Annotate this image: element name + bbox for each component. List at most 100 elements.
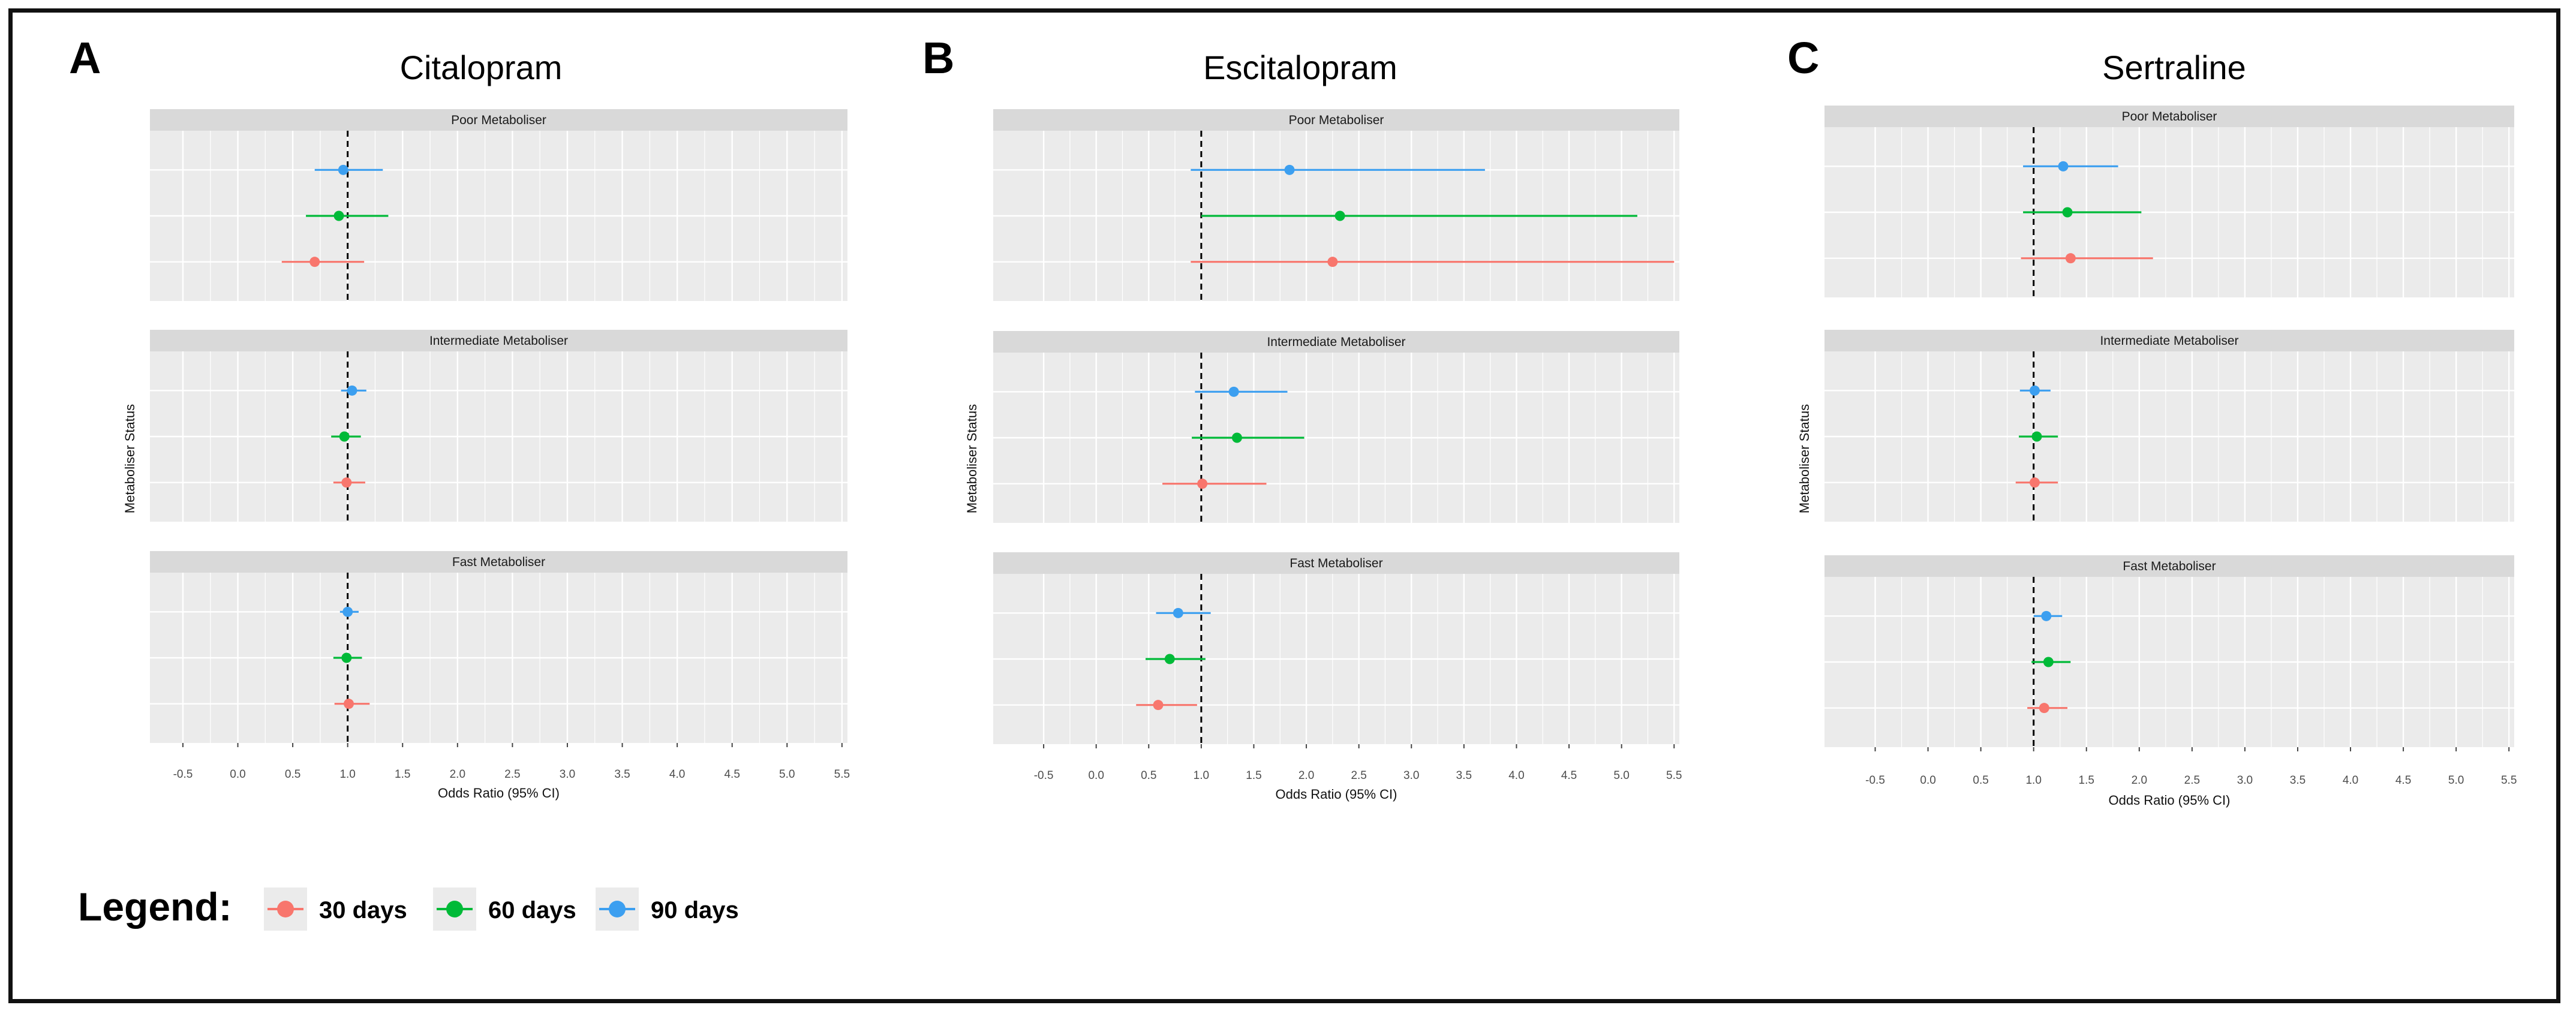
legend-item-label: 30 days: [319, 897, 407, 923]
point-estimate-60-days: [2062, 207, 2073, 218]
point-estimate-90-days: [338, 164, 348, 175]
point-estimate-90-days: [342, 606, 353, 617]
point-estimate-60-days: [1164, 654, 1175, 664]
x-tick-label: 5.5: [834, 768, 850, 781]
x-tick-label: 0.0: [1088, 769, 1104, 782]
point-estimate-30-days: [2029, 477, 2040, 488]
x-tick-label: 3.5: [1456, 769, 1472, 782]
facet-strip-label: Intermediate Metaboliser: [429, 334, 568, 348]
panel-label: A: [69, 33, 101, 83]
chart-title: Citalopram: [400, 49, 563, 86]
point-estimate-90-days: [1173, 607, 1183, 618]
chart-panel-a: A Citalopram Poor Metaboliser Intermediate …: [69, 33, 850, 801]
x-tick-label: 4.0: [1508, 769, 1524, 782]
x-tick-label: 1.5: [395, 768, 410, 781]
x-tick-label: 1.0: [1194, 769, 1209, 782]
facet-intermediate-metaboliser: Intermediate Metaboliser: [993, 331, 1679, 523]
x-tick-label: 2.0: [1298, 769, 1314, 782]
legend-item-label: 60 days: [488, 897, 576, 923]
point-estimate-30-days: [341, 477, 352, 488]
x-tick-label: -0.5: [173, 768, 193, 781]
x-tick-label: 5.5: [2501, 774, 2517, 787]
point-estimate-30-days: [1197, 479, 1208, 489]
legend-key-point: [277, 901, 294, 917]
x-tick-label: 3.0: [560, 768, 575, 781]
point-estimate-90-days: [2041, 610, 2052, 621]
facet-fast-metaboliser: Fast Metaboliser: [993, 552, 1679, 744]
chart-title: Escitalopram: [1203, 49, 1397, 86]
x-tick-label: 5.0: [779, 768, 795, 781]
facet-strip-label: Intermediate Metaboliser: [1267, 335, 1405, 349]
x-tick-label: 5.0: [2448, 774, 2464, 787]
point-estimate-30-days: [344, 699, 354, 709]
x-tick-label: 1.5: [2079, 774, 2094, 787]
x-tick-label: -0.5: [1865, 774, 1885, 787]
point-estimate-90-days: [1284, 164, 1295, 175]
x-axis-label: Odds Ratio (95% CI): [438, 786, 560, 801]
x-tick-label: 0.0: [230, 768, 245, 781]
x-tick-label: 2.5: [1351, 769, 1366, 782]
facet-poor-metaboliser: Poor Metaboliser: [1824, 106, 2514, 297]
x-tick-label: 4.5: [1561, 769, 1577, 782]
x-tick-label: 5.5: [1666, 769, 1682, 782]
point-estimate-60-days: [2031, 431, 2042, 442]
x-tick-label: -0.5: [1034, 769, 1054, 782]
x-tick-label: 1.0: [2025, 774, 2041, 787]
chart-title: Sertraline: [2102, 49, 2246, 86]
facet-strip: [150, 330, 847, 351]
figure-frame: [8, 8, 2560, 1003]
facet-strip: [993, 109, 1679, 131]
y-axis-label: Metaboliser Status: [964, 404, 979, 513]
x-tick-label: 3.5: [614, 768, 630, 781]
facet-strip: [1824, 106, 2514, 127]
legend: Legend: 30 days 60 days 90 days: [78, 884, 739, 931]
y-axis-label: Metaboliser Status: [122, 404, 137, 513]
facet-fast-metaboliser: Fast Metaboliser: [1824, 555, 2514, 747]
facet-poor-metaboliser: Poor Metaboliser: [150, 109, 847, 301]
x-tick-label: 0.5: [1141, 769, 1156, 782]
x-tick-label: 2.0: [450, 768, 465, 781]
point-estimate-60-days: [2043, 657, 2054, 667]
facet-strip: [1824, 555, 2514, 577]
point-estimate-30-days: [1327, 257, 1338, 267]
point-estimate-90-days: [1228, 386, 1239, 397]
x-tick-label: 4.5: [2395, 774, 2411, 787]
chart-panel-c: C Sertraline Poor Metaboliser Intermediate …: [1787, 33, 2517, 808]
facet-strip: [150, 551, 847, 573]
point-estimate-90-days: [2058, 161, 2069, 171]
facet-poor-metaboliser: Poor Metaboliser: [993, 109, 1679, 301]
x-tick-label: 1.0: [339, 768, 355, 781]
facet-strip-label: Intermediate Metaboliser: [2100, 334, 2238, 348]
x-axis-label: Odds Ratio (95% CI): [2109, 793, 2231, 808]
point-estimate-30-days: [2065, 253, 2076, 264]
facet-strip-label: Fast Metaboliser: [1289, 556, 1382, 570]
point-estimate-30-days: [1153, 700, 1164, 711]
point-estimate-60-days: [333, 210, 344, 221]
facet-strip-label: Poor Metaboliser: [2122, 110, 2217, 124]
point-estimate-60-days: [341, 652, 352, 663]
facet-strip: [1824, 330, 2514, 351]
x-tick-label: 0.5: [285, 768, 300, 781]
panel-label: B: [922, 33, 954, 83]
y-axis-label: Metaboliser Status: [1797, 404, 1812, 513]
facet-fast-metaboliser: Fast Metaboliser: [150, 551, 847, 743]
legend-item-30-days: 30 days: [264, 887, 407, 931]
chart-panel-b: B Escitalopram Poor Metaboliser Intermediat…: [922, 33, 1682, 802]
panel-label: C: [1787, 33, 1819, 83]
legend-item-label: 90 days: [651, 897, 739, 923]
x-tick-label: 2.5: [504, 768, 520, 781]
point-estimate-60-days: [1334, 210, 1345, 221]
x-tick-label: 0.0: [1920, 774, 1935, 787]
x-tick-label: 2.5: [2184, 774, 2200, 787]
x-tick-label: 2.0: [2132, 774, 2147, 787]
facet-intermediate-metaboliser: Intermediate Metaboliser: [150, 330, 847, 522]
point-estimate-90-days: [347, 385, 357, 396]
x-tick-label: 0.5: [1973, 774, 1988, 787]
point-estimate-90-days: [2029, 385, 2040, 396]
legend-key-point: [446, 901, 463, 917]
x-tick-label: 4.0: [669, 768, 685, 781]
legend-title: Legend:: [78, 884, 232, 929]
point-estimate-60-days: [339, 431, 350, 442]
legend-key-point: [609, 901, 626, 917]
